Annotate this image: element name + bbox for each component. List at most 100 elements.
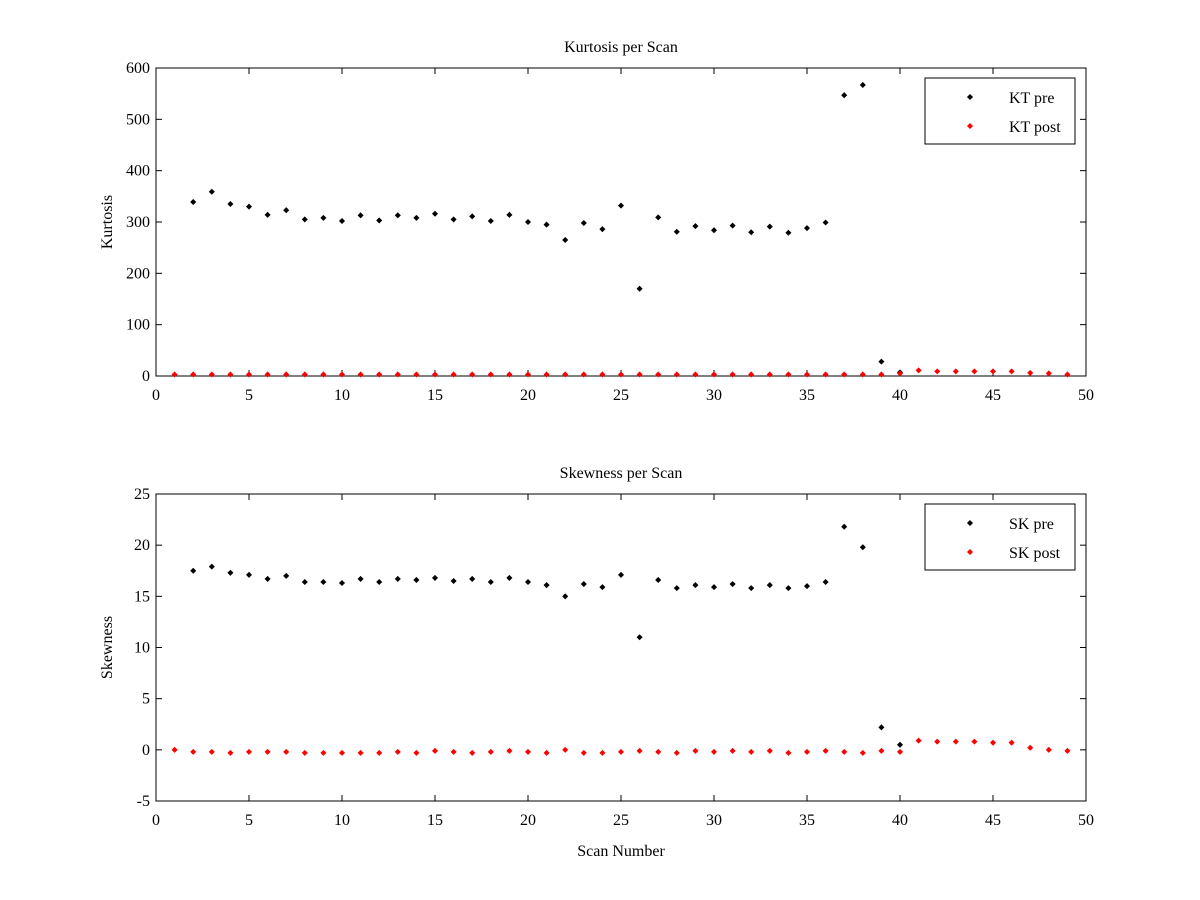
- skewness-y-tick-label: 15: [134, 588, 150, 605]
- kurtosis-y-tick-label: 600: [126, 60, 150, 77]
- skewness-data-point: [934, 738, 941, 745]
- skewness-y-tick-label: 25: [134, 486, 150, 503]
- skewness-series-pre: [190, 523, 904, 748]
- kurtosis-y-tick-label: 0: [142, 368, 150, 385]
- kurtosis-legend-marker: [966, 93, 974, 101]
- skewness-data-point: [394, 575, 401, 582]
- skewness-data-point: [729, 747, 736, 754]
- kurtosis-data-point: [617, 202, 625, 209]
- skewness-data-point: [952, 738, 959, 745]
- skewness-data-point: [357, 575, 364, 582]
- kurtosis-data-point: [357, 371, 364, 378]
- kurtosis-x-tick-label: 15: [427, 387, 443, 404]
- kurtosis-series-pre: [190, 81, 904, 376]
- skewness-data-point: [227, 749, 234, 756]
- kurtosis-x-tick-label: 50: [1078, 387, 1094, 404]
- skewness-data-point: [915, 737, 922, 744]
- skewness-data-point: [785, 585, 792, 592]
- skewness-data-point: [971, 738, 978, 745]
- skewness-axes: 0 5 10 15 20 25 30 35 40 45 50-50510152025Skewness…: [99, 465, 1094, 860]
- kurtosis-data-point: [245, 203, 253, 210]
- kurtosis-data-point: [599, 371, 606, 378]
- skewness-data-point: [841, 523, 848, 530]
- kurtosis-data-point: [617, 371, 625, 378]
- skewness-data-point: [543, 749, 550, 756]
- skewness-data-point: [859, 544, 866, 551]
- skewness-data-point: [636, 634, 643, 641]
- skewness-data-point: [692, 747, 699, 754]
- kurtosis-data-point: [673, 371, 680, 378]
- kurtosis-data-point: [915, 367, 922, 374]
- kurtosis-data-point: [580, 220, 587, 227]
- skewness-legend-marker: [966, 548, 974, 556]
- kurtosis-data-point: [878, 358, 885, 365]
- skewness-data-point: [729, 581, 736, 588]
- kurtosis-data-point: [859, 371, 866, 378]
- kurtosis-data-point: [506, 211, 513, 218]
- kurtosis-y-tick-label: 300: [126, 214, 150, 231]
- skewness-data-point: [822, 578, 829, 586]
- skewness-data-point: [692, 582, 699, 589]
- kurtosis-data-point: [413, 214, 420, 221]
- kurtosis-data-point: [208, 371, 215, 378]
- skewness-legend-label: SK post: [1009, 545, 1061, 562]
- skewness-chart-title: Skewness per Scan: [560, 465, 683, 482]
- kurtosis-y-axis-label: Kurtosis: [99, 195, 116, 249]
- kurtosis-data-point: [1008, 368, 1015, 375]
- skewness-data-point: [766, 747, 773, 754]
- kurtosis-data-point: [171, 371, 178, 378]
- skewness-data-point: [431, 747, 439, 754]
- skewness-data-point: [896, 741, 904, 748]
- kurtosis-data-point: [822, 219, 829, 226]
- skewness-data-point: [469, 575, 476, 582]
- kurtosis-data-point: [487, 217, 494, 224]
- skewness-data-point: [524, 748, 532, 755]
- skewness-series-post: [171, 737, 1071, 756]
- kurtosis-legend-marker: [966, 122, 974, 130]
- skewness-data-point: [450, 748, 457, 755]
- kurtosis-data-point: [487, 371, 494, 378]
- kurtosis-data-point: [785, 229, 792, 236]
- skewness-y-tick-label: 5: [142, 691, 150, 708]
- kurtosis-data-point: [301, 371, 308, 378]
- kurtosis-data-point: [952, 368, 959, 375]
- kurtosis-data-point: [803, 225, 811, 232]
- skewness-data-point: [376, 749, 383, 756]
- kurtosis-data-point: [320, 214, 327, 221]
- kurtosis-data-point: [469, 371, 476, 378]
- kurtosis-data-point: [301, 216, 308, 223]
- skewness-data-point: [748, 748, 755, 755]
- kurtosis-data-point: [971, 368, 978, 375]
- kurtosis-data-point: [878, 371, 885, 378]
- skewness-y-tick-label: 0: [142, 742, 150, 759]
- skewness-data-point: [599, 749, 606, 756]
- kurtosis-data-point: [841, 371, 848, 378]
- skewness-data-point: [208, 563, 215, 570]
- skewness-data-point: [878, 724, 885, 731]
- kurtosis-data-point: [562, 236, 569, 243]
- skewness-legend-marker: [966, 519, 974, 527]
- kurtosis-data-point: [394, 212, 401, 219]
- skewness-data-point: [190, 748, 197, 755]
- skewness-data-point: [655, 576, 662, 583]
- skewness-data-point: [766, 582, 773, 589]
- skewness-data-point: [748, 585, 755, 592]
- kurtosis-data-point: [394, 371, 401, 378]
- skewness-data-point: [506, 574, 513, 581]
- skewness-data-point: [878, 747, 885, 754]
- kurtosis-data-point: [431, 210, 439, 217]
- kurtosis-y-tick-label: 100: [126, 317, 150, 334]
- skewness-data-point: [822, 747, 829, 754]
- skewness-data-point: [450, 577, 457, 585]
- kurtosis-data-point: [264, 211, 271, 218]
- skewness-data-point: [338, 749, 346, 756]
- kurtosis-data-point: [1045, 370, 1052, 377]
- skewness-data-point: [673, 749, 680, 756]
- kurtosis-data-point: [655, 371, 662, 378]
- kurtosis-data-point: [766, 371, 773, 378]
- kurtosis-data-point: [859, 81, 866, 88]
- kurtosis-x-tick-label: 0: [152, 387, 160, 404]
- kurtosis-legend-box: [924, 77, 1076, 145]
- kurtosis-data-point: [338, 371, 346, 378]
